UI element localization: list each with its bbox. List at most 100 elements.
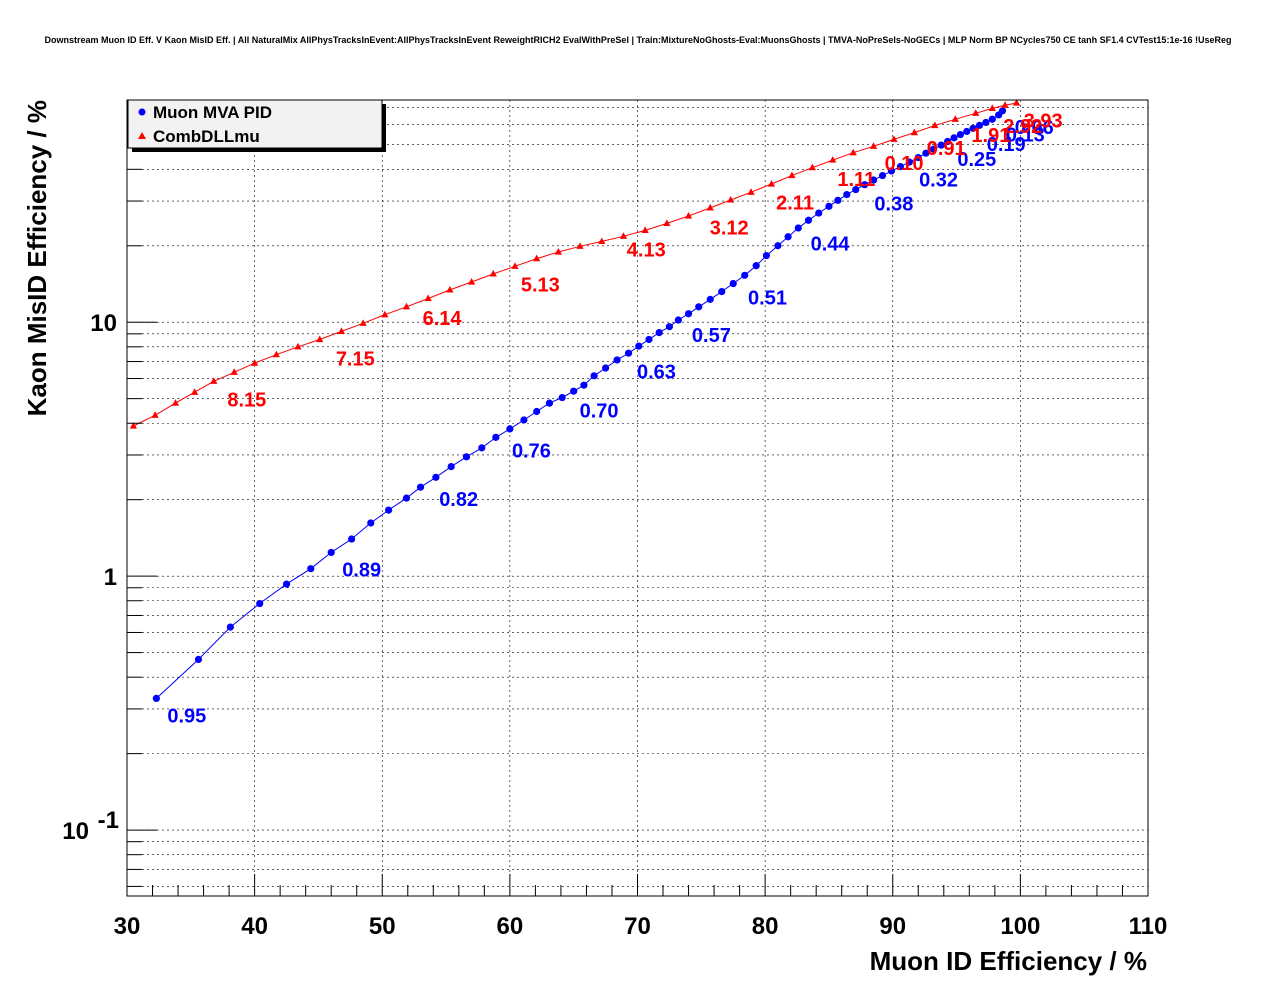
data-point-combdllmu [151,411,159,418]
data-point-muon-mva-pid [590,372,598,380]
data-point-muon-mva-pid [282,580,291,588]
data-point-muon-mva-pid [367,519,375,527]
chart-title: Downstream Muon ID Eff. V Kaon MisID Eff… [45,35,1232,45]
legend-box [127,99,383,149]
data-point-muon-mva-pid [988,115,996,123]
data-point-muon-mva-pid [416,483,425,491]
data-label-muon-mva-pid: 0.25 [957,149,996,171]
data-label-muon-mva-pid: 0.89 [342,559,381,581]
data-point-muon-mva-pid [887,167,896,175]
data-point-combdllmu [272,350,280,358]
data-point-muon-mva-pid [545,399,554,407]
data-label-combdllmu: 6.14 [423,308,463,330]
data-point-muon-mva-pid [963,127,971,136]
data-point-combdllmu [1001,101,1009,108]
data-point-combdllmu [1012,98,1021,106]
data-label-muon-mva-pid: 0.70 [580,400,619,422]
data-point-muon-mva-pid [635,342,643,350]
data-point-combdllmu [767,180,776,187]
y-axis-title: Kaon MisID Efficiency / % [22,100,52,416]
data-label-combdllmu: 8.15 [227,389,266,411]
data-label-combdllmu: 2.92 [1003,116,1042,138]
data-label-combdllmu: 0.91 [927,138,966,160]
series-line-muon-mva-pid [156,110,1003,699]
data-point-muon-mva-pid [852,185,860,194]
data-label-combdllmu: 3.93 [1024,111,1063,133]
series-line-combdllmu [133,102,1017,427]
data-label-muon-mva-pid: 0.32 [919,170,958,192]
y-tick-label: 1 [104,564,117,591]
data-point-combdllmu [359,319,367,326]
legend-marker-muon-mva-pid [138,108,146,116]
data-label-combdllmu: 0.10 [885,153,924,175]
data-point-muon-mva-pid [307,565,315,573]
data-point-muon-mva-pid [492,433,500,441]
data-point-muon-mva-pid [969,124,977,132]
data-point-combdllmu [554,248,562,255]
data-point-combdllmu [706,203,714,211]
data-point-combdllmu [381,310,389,318]
data-point-combdllmu [641,226,649,233]
data-point-muon-mva-pid [348,535,356,543]
legend: Muon MVA PID CombDLLmu [127,99,386,152]
data-point-combdllmu [619,232,628,239]
data-point-combdllmu [511,262,519,269]
x-tick-label: 30 [114,913,141,940]
data-point-muon-mva-pid [944,137,952,146]
data-point-muon-mva-pid [922,149,930,157]
data-label-muon-mva-pid: 0.82 [439,489,478,511]
data-point-muon-mva-pid [152,694,160,703]
data-point-muon-mva-pid [878,171,887,180]
data-point-muon-mva-pid [729,279,737,288]
data-point-muon-mva-pid [695,303,703,311]
data-point-muon-mva-pid [982,118,990,127]
data-point-muon-mva-pid [998,107,1007,115]
data-point-muon-mva-pid [706,295,714,303]
legend-label-combdllmu: CombDLLmu [153,127,260,146]
legend-label-muon-mva-pid: Muon MVA PID [153,103,272,122]
data-label-muon-mva-pid: 0.13 [1006,124,1045,146]
data-point-muon-mva-pid [533,407,541,416]
data-point-muon-mva-pid [914,153,922,162]
data-point-combdllmu [684,211,693,219]
data-point-combdllmu [829,156,837,163]
data-point-muon-mva-pid [674,316,682,324]
data-label-combdllmu: 2.11 [776,193,814,215]
data-point-combdllmu [402,302,411,310]
data-point-muon-mva-pid [804,216,813,224]
grid-lines [126,100,1149,896]
data-point-combdllmu [533,254,541,262]
x-tick-label: 100 [1000,913,1040,940]
data-label-muon-mva-pid: 0.51 [748,287,787,309]
data-point-muon-mva-pid [655,329,663,337]
data-point-muon-mva-pid [194,655,203,664]
data-point-muon-mva-pid [937,141,945,149]
x-tick-label: 90 [879,913,906,940]
x-tick-labels: 30 40 50 60 70 80 90 100 110 [114,913,1168,940]
data-point-muon-mva-pid [385,506,393,514]
data-point-combdllmu [251,359,259,366]
data-point-muon-mva-pid [774,242,782,250]
data-point-muon-mva-pid [825,202,833,210]
data-point-muon-mva-pid [520,416,528,424]
data-label-combdllmu: 1.91 [971,125,1010,147]
data-point-combdllmu [129,422,137,429]
data-point-muon-mva-pid [834,196,842,204]
data-point-combdllmu [951,115,959,122]
data-point-combdllmu [849,148,857,156]
data-point-combdllmu [788,171,796,179]
data-label-muon-mva-pid: 0.44 [811,234,851,256]
y-tick-label: 10 [62,818,89,845]
x-tick-label: 80 [752,913,779,940]
data-point-combdllmu [316,335,324,343]
data-label-muon-mva-pid: 0.63 [637,362,676,384]
data-point-muon-mva-pid [762,251,771,260]
data-point-muon-mva-pid [558,393,566,402]
data-point-muon-mva-pid [950,134,958,142]
data-label-combdllmu: 7.15 [336,348,375,370]
x-tick-label: 110 [1129,913,1168,940]
data-point-muon-mva-pid [741,271,749,279]
data-label-combdllmu: 3.12 [710,218,749,240]
data-point-muon-mva-pid [870,176,878,184]
x-tick-label: 70 [624,913,651,940]
